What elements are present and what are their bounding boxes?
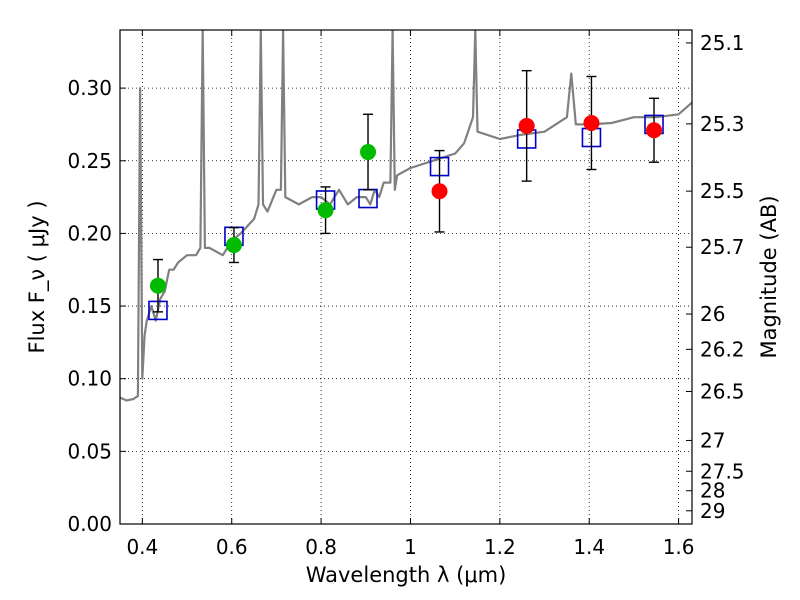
y2-axis-label: Magnitude (AB) xyxy=(757,195,781,358)
plot-layer xyxy=(120,30,692,402)
y2-tick-label: 26.2 xyxy=(700,337,745,361)
data-point xyxy=(431,183,448,200)
y-tick-label: 0.05 xyxy=(67,439,112,463)
y2-tick-label: 25.7 xyxy=(700,235,745,259)
x-tick-label: 0.4 xyxy=(126,535,158,559)
y2-tick-label: 27 xyxy=(700,428,725,452)
spectrum-line xyxy=(120,30,692,402)
x-tick-label: 0.8 xyxy=(305,535,337,559)
y2-tick-label: 28 xyxy=(700,479,725,503)
y-tick-label: 0.20 xyxy=(67,221,112,245)
data-point xyxy=(360,144,377,161)
x-tick-label: 1.4 xyxy=(573,535,605,559)
data-point xyxy=(518,117,535,134)
y-axis-label: Flux F_ν ( μJy ) xyxy=(25,200,50,353)
y2-tick-label: 25.1 xyxy=(700,31,745,55)
y-tick-label: 0.30 xyxy=(67,76,112,100)
data-point xyxy=(225,237,242,254)
y2-tick-label: 26.5 xyxy=(700,379,745,403)
x-axis-label: Wavelength λ (μm) xyxy=(306,563,507,587)
data-point xyxy=(149,277,166,294)
grid-layer xyxy=(120,30,692,525)
y2-tick-label: 29 xyxy=(700,499,725,523)
y-tick-label: 0.15 xyxy=(67,294,112,318)
y-tick-label: 0.25 xyxy=(67,149,112,173)
y-tick-label: 0.00 xyxy=(67,512,112,536)
plot-frame xyxy=(119,29,693,525)
data-point xyxy=(646,122,663,139)
y2-tick-label: 25.5 xyxy=(700,179,745,203)
y2-tick-label: 26 xyxy=(700,302,725,326)
y2-tick-label: 27.5 xyxy=(700,459,745,483)
y2-tick-label: 25.3 xyxy=(700,112,745,136)
x-tick-label: 1.6 xyxy=(663,535,695,559)
data-point xyxy=(317,202,334,219)
x-tick-label: 1.2 xyxy=(484,535,516,559)
data-point xyxy=(583,114,600,131)
x-tick-label: 0.6 xyxy=(216,535,248,559)
y-tick-label: 0.10 xyxy=(67,367,112,391)
x-tick-label: 1 xyxy=(404,535,417,559)
tick-layer: 0.4 0.6 0.8 1 1.2 1.4 1.6 0.00 0.05 0.10 0.15 0.20 0… xyxy=(67,30,745,559)
